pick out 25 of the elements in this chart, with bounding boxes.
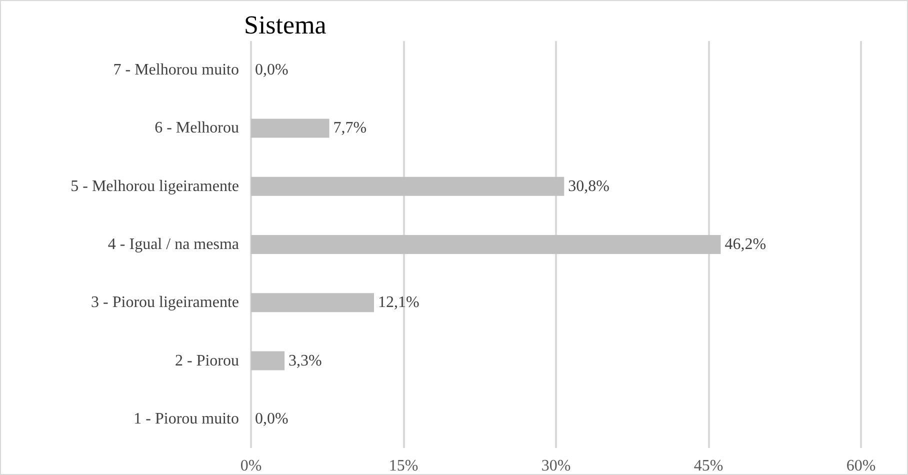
data-label: 0,0% — [255, 62, 288, 79]
y-tick-label: 6 - Melhorou — [154, 120, 239, 137]
data-label: 12,1% — [378, 294, 420, 312]
y-tick-label: 5 - Melhorou ligeiramente — [70, 178, 239, 195]
data-label: 7,7% — [333, 120, 367, 137]
x-tick-label: 45% — [694, 458, 724, 474]
bar — [251, 235, 721, 254]
x-tick-label: 60% — [846, 458, 876, 474]
y-tick-label: 3 - Piorou ligeiramente — [91, 294, 239, 312]
bar — [251, 293, 374, 312]
x-tick-label: 15% — [388, 458, 418, 474]
x-tick-label: 30% — [541, 458, 571, 474]
bar — [251, 176, 564, 196]
data-label: 3,3% — [288, 352, 322, 370]
y-tick-label: 1 - Piorou muito — [134, 410, 239, 428]
bar — [251, 118, 330, 138]
bar — [251, 351, 285, 370]
y-tick-label: 2 - Piorou — [175, 352, 239, 370]
data-label: 0,0% — [255, 410, 288, 428]
chart-title: Sistema — [244, 10, 327, 40]
y-tick-label: 4 - Igual / na mesma — [108, 236, 239, 253]
data-label: 30,8% — [568, 178, 610, 195]
y-tick-label: 7 - Melhorou muito — [113, 62, 239, 79]
x-tick-label: 0% — [240, 458, 262, 474]
data-label: 46,2% — [724, 236, 766, 253]
